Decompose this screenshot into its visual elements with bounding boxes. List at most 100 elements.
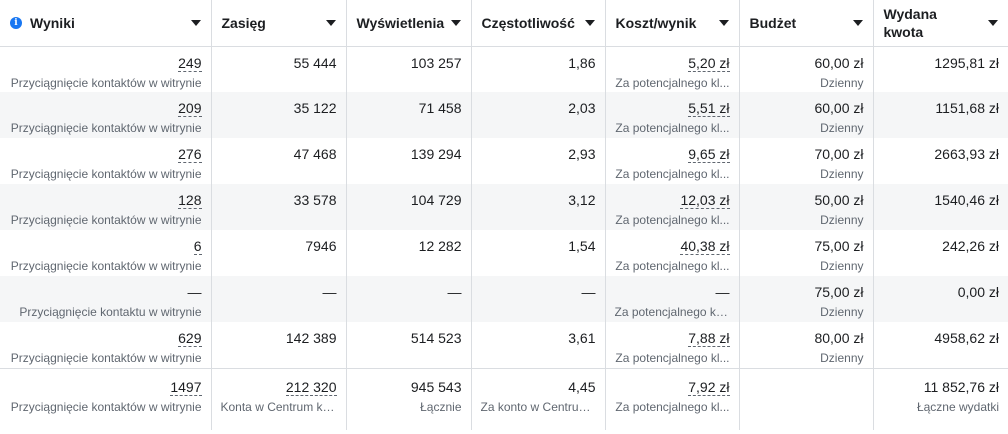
cell-wydana-kwota: 242,26 zł	[873, 230, 1008, 276]
header-label: Częstotliwość	[481, 14, 575, 31]
results-value[interactable]: 249	[178, 54, 202, 72]
result-type-label: Przyciągnięcie kontaktów w witrynie	[10, 351, 202, 365]
budget-type-label: Dzienny	[820, 305, 864, 319]
column-header-wyswietlenia[interactable]: Wyświetlenia	[346, 0, 472, 47]
cost-type-label: Za potencjalnego kl...	[615, 259, 730, 273]
cost-per-result-value[interactable]: 7,88 zł	[688, 330, 730, 347]
results-value[interactable]: 276	[178, 146, 202, 163]
budget-value: 70,00 zł	[814, 146, 864, 162]
cell-wydana-kwota: 1295,81 zł	[873, 46, 1008, 92]
sort-caret-icon[interactable]	[718, 19, 729, 26]
total-impressions-value: 945 543	[410, 378, 462, 395]
table-row: — Przyciągnięcie kontaktu w witrynie — — …	[0, 276, 1008, 322]
table-row: 128 Przyciągnięcie kontaktów w witrynie 3…	[0, 184, 1008, 230]
cost-type-label: Za potencjalnego kl...	[615, 167, 730, 181]
sort-caret-icon[interactable]	[325, 19, 336, 26]
total-wydana-kwota: 11 852,76 zł Łączne wydatki	[873, 367, 1008, 430]
table-header-row: i Wyniki Zasięg Wyświetlenia Częstotliwoś…	[0, 0, 1008, 47]
cell-budzet: 75,00 zł Dzienny	[739, 276, 874, 322]
results-value[interactable]: 6	[193, 238, 202, 255]
table-row: 629 Przyciągnięcie kontaktów w witrynie 1…	[0, 322, 1008, 368]
total-reach-value[interactable]: 212 320	[285, 378, 337, 396]
column-header-budzet[interactable]: Budżet	[739, 0, 874, 47]
cost-per-result-value[interactable]: 5,20 zł	[688, 54, 730, 72]
budget-type-label: Dzienny	[820, 75, 864, 90]
column-header-wyniki[interactable]: i Wyniki	[0, 0, 212, 47]
header-label: Budżet	[749, 14, 797, 31]
sort-caret-icon[interactable]	[190, 19, 201, 26]
budget-value: 75,00 zł	[814, 284, 864, 300]
budget-type-label: Dzienny	[820, 213, 864, 227]
totals-row: 1497 Przyciągnięcie kontaktów w witrynie …	[0, 367, 1008, 430]
cell-koszt: 9,65 zł Za potencjalnego kl...	[605, 138, 740, 184]
reach-value: 7946	[305, 238, 337, 254]
sort-caret-icon[interactable]	[584, 19, 595, 26]
reach-value: 142 389	[285, 330, 337, 346]
cell-wyswietlenia: 12 282	[346, 230, 472, 276]
column-header-zasieg[interactable]: Zasięg	[211, 0, 347, 47]
cost-per-result-value[interactable]: —	[715, 284, 730, 300]
cell-budzet: 70,00 zł Dzienny	[739, 138, 874, 184]
cost-per-result-value[interactable]: 9,65 zł	[688, 146, 730, 163]
budget-value: 60,00 zł	[814, 100, 864, 116]
reach-value: —	[322, 284, 337, 300]
sort-caret-icon[interactable]	[450, 19, 461, 26]
total-budzet	[739, 367, 874, 430]
cell-wydana-kwota: 1151,68 zł	[873, 92, 1008, 138]
budget-type-label: Dzienny	[820, 351, 864, 365]
frequency-value: 3,12	[568, 192, 596, 208]
total-result-type-label: Przyciągnięcie kontaktów w witrynie	[10, 399, 202, 414]
frequency-value: 3,61	[568, 330, 596, 346]
sort-caret-icon[interactable]	[852, 19, 863, 26]
header-label: Wydana kwota	[883, 5, 937, 40]
cell-budzet: 75,00 zł Dzienny	[739, 230, 874, 276]
result-type-label: Przyciągnięcie kontaktów w witrynie	[10, 259, 202, 273]
cell-wyniki: 209 Przyciągnięcie kontaktów w witrynie	[0, 92, 212, 138]
reach-value: 33 578	[293, 192, 337, 208]
results-value[interactable]: 128	[178, 192, 202, 209]
table-row: 276 Przyciągnięcie kontaktów w witrynie 4…	[0, 138, 1008, 184]
cell-czestotliwosc: 2,93	[471, 138, 606, 184]
cost-per-result-value[interactable]: 12,03 zł	[680, 192, 730, 209]
column-header-koszt-wynik[interactable]: Koszt/wynik	[605, 0, 740, 47]
cell-zasieg: 7946	[211, 230, 347, 276]
budget-value: 80,00 zł	[814, 330, 864, 346]
total-results-value[interactable]: 1497	[170, 378, 202, 396]
total-cost-value[interactable]: 7,92 zł	[688, 378, 730, 396]
result-type-label: Przyciągnięcie kontaktów w witrynie	[10, 167, 202, 181]
column-header-czestotliwosc[interactable]: Częstotliwość	[471, 0, 606, 47]
info-icon[interactable]: i	[10, 16, 22, 29]
amount-spent-value: 0,00 zł	[957, 284, 999, 300]
cost-type-label: Za potencjalnego kl...	[615, 213, 730, 227]
cell-koszt: 5,20 zł Za potencjalnego kl...	[605, 46, 740, 92]
total-spent-label: Łączne wydatki	[916, 399, 999, 414]
cell-zasieg: 47 468	[211, 138, 347, 184]
cost-per-result-value[interactable]: 5,51 zł	[688, 100, 730, 117]
sort-caret-icon[interactable]	[988, 19, 998, 26]
reach-value: 35 122	[293, 100, 337, 116]
cell-wyswietlenia: 103 257	[346, 46, 472, 92]
result-type-label: Przyciągnięcie kontaktu w witrynie	[19, 305, 202, 319]
total-wyniki: 1497 Przyciągnięcie kontaktów w witrynie	[0, 367, 212, 430]
frequency-value: —	[581, 284, 596, 300]
amount-spent-value: 1540,46 zł	[934, 192, 999, 208]
results-value[interactable]: 629	[178, 330, 202, 347]
total-frequency-label: Za konto w Centrum...	[480, 399, 596, 414]
cell-czestotliwosc: 3,12	[471, 184, 606, 230]
results-value[interactable]: 209	[178, 100, 202, 117]
results-value[interactable]: —	[187, 284, 202, 300]
budget-type-label: Dzienny	[820, 259, 864, 273]
cell-wyniki: 128 Przyciągnięcie kontaktów w witrynie	[0, 184, 212, 230]
cell-wyswietlenia: 71 458	[346, 92, 472, 138]
reach-value: 47 468	[293, 146, 337, 162]
total-reach-label: Konta w Centrum ko...	[220, 399, 337, 414]
total-frequency-value: 4,45	[568, 378, 596, 395]
cost-per-result-value[interactable]: 40,38 zł	[680, 238, 730, 255]
table-row: 209 Przyciągnięcie kontaktów w witrynie 3…	[0, 92, 1008, 138]
cell-czestotliwosc: 3,61	[471, 322, 606, 368]
header-label: Koszt/wynik	[615, 14, 697, 31]
impressions-value: 104 729	[410, 192, 462, 208]
total-impressions-label: Łącznie	[420, 399, 462, 414]
column-header-wydana-kwota[interactable]: Wydana kwota	[873, 0, 1008, 47]
frequency-value: 2,03	[568, 100, 596, 116]
